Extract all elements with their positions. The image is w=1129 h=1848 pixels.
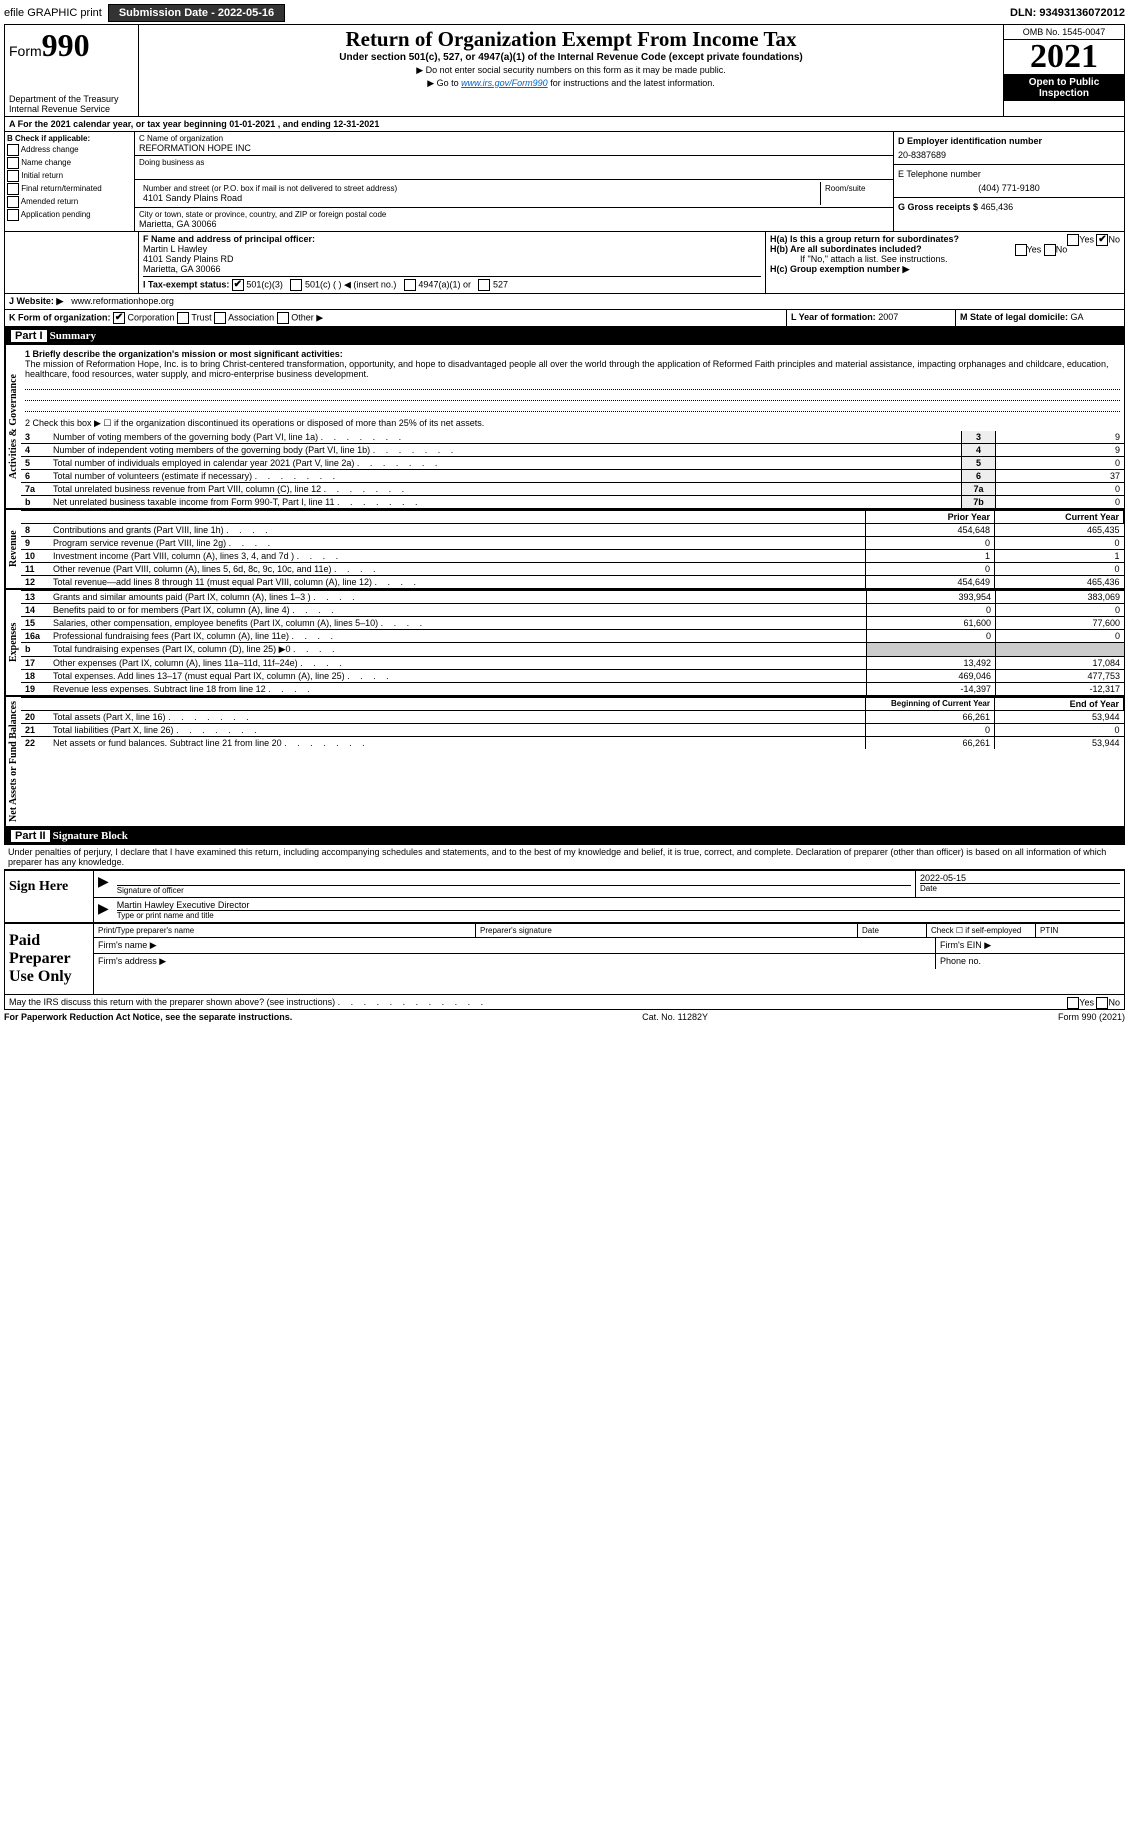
check-501c3[interactable] — [232, 279, 244, 291]
penalty-text: Under penalties of perjury, I declare th… — [4, 845, 1125, 869]
dba-row: Doing business as — [135, 156, 893, 180]
row-j: J Website: ▶ www.reformationhope.org — [4, 294, 1125, 310]
netassets-table: Beginning of Current YearEnd of Year 20T… — [21, 697, 1124, 749]
governance-table: 3Number of voting members of the governi… — [21, 431, 1124, 508]
open-inspection: Open to Public Inspection — [1004, 75, 1124, 101]
form-title: Return of Organization Exempt From Incom… — [143, 27, 999, 52]
check-address[interactable]: Address change — [7, 144, 132, 156]
phone-row: E Telephone number (404) 771-9180 — [894, 165, 1124, 198]
paid-preparer-block: Paid Preparer Use Only Print/Type prepar… — [4, 923, 1125, 995]
part2-header: Part II Signature Block — [4, 827, 1125, 845]
tax-year: 2021 — [1004, 40, 1124, 75]
form-subtitle: Under section 501(c), 527, or 4947(a)(1)… — [143, 52, 999, 63]
ein-row: D Employer identification number 20-8387… — [894, 132, 1124, 165]
irs-link[interactable]: www.irs.gov/Form990 — [461, 78, 548, 88]
ssn-note: ▶ Do not enter social security numbers o… — [143, 65, 999, 76]
check-final[interactable]: Final return/terminated — [7, 183, 132, 195]
city-row: City or town, state or province, country… — [135, 208, 893, 231]
receipts-row: G Gross receipts $ 465,436 — [894, 198, 1124, 216]
check-amended[interactable]: Amended return — [7, 196, 132, 208]
check-501c[interactable] — [290, 279, 302, 291]
irs-link-note: ▶ Go to www.irs.gov/Form990 for instruct… — [143, 78, 999, 89]
check-527[interactable] — [478, 279, 490, 291]
part1-header: Part I Summary — [4, 327, 1125, 345]
row-fhi: F Name and address of principal officer:… — [4, 232, 1125, 294]
form-number: Form990 — [9, 27, 134, 64]
check-initial[interactable]: Initial return — [7, 170, 132, 182]
vert-netassets: Net Assets or Fund Balances — [5, 697, 21, 826]
check-trust[interactable] — [177, 312, 189, 324]
dln-label: DLN: 93493136072012 — [1010, 7, 1125, 19]
mission-block: 1 Briefly describe the organization's mi… — [21, 345, 1124, 416]
vert-expenses: Expenses — [5, 590, 21, 695]
check-pending[interactable]: Application pending — [7, 209, 132, 221]
dept-label: Department of the Treasury Internal Reve… — [9, 94, 134, 114]
entity-info: B Check if applicable: Address change Na… — [4, 132, 1125, 232]
col-b-checkboxes: B Check if applicable: Address change Na… — [5, 132, 135, 231]
part1-body: Activities & Governance 1 Briefly descri… — [4, 345, 1125, 827]
vert-governance: Activities & Governance — [5, 345, 21, 508]
check-4947[interactable] — [404, 279, 416, 291]
form-header: Form990 Department of the Treasury Inter… — [4, 24, 1125, 117]
revenue-table: Prior YearCurrent Year 8Contributions an… — [21, 510, 1124, 588]
efile-label: efile GRAPHIC print — [4, 7, 102, 19]
check-assoc[interactable] — [214, 312, 226, 324]
section-a: A For the 2021 calendar year, or tax yea… — [4, 117, 1125, 132]
check-corp[interactable] — [113, 312, 125, 324]
org-name-row: C Name of organization REFORMATION HOPE … — [135, 132, 893, 156]
expenses-table: 13Grants and similar amounts paid (Part … — [21, 590, 1124, 695]
page-footer: For Paperwork Reduction Act Notice, see … — [4, 1012, 1125, 1022]
street-row: Number and street (or P.O. box if mail i… — [135, 180, 893, 208]
vert-revenue: Revenue — [5, 510, 21, 588]
submission-date-button[interactable]: Submission Date - 2022-05-16 — [108, 4, 285, 22]
sign-here-block: Sign Here ▶ Signature of officer 2022-05… — [4, 869, 1125, 923]
check-other-org[interactable] — [277, 312, 289, 324]
check-name[interactable]: Name change — [7, 157, 132, 169]
row-klm: K Form of organization: Corporation Trus… — [4, 310, 1125, 327]
q2-checkbox: 2 Check this box ▶ ☐ if the organization… — [21, 416, 1124, 431]
top-bar: efile GRAPHIC print Submission Date - 20… — [4, 4, 1125, 22]
discuss-row: May the IRS discuss this return with the… — [4, 995, 1125, 1010]
